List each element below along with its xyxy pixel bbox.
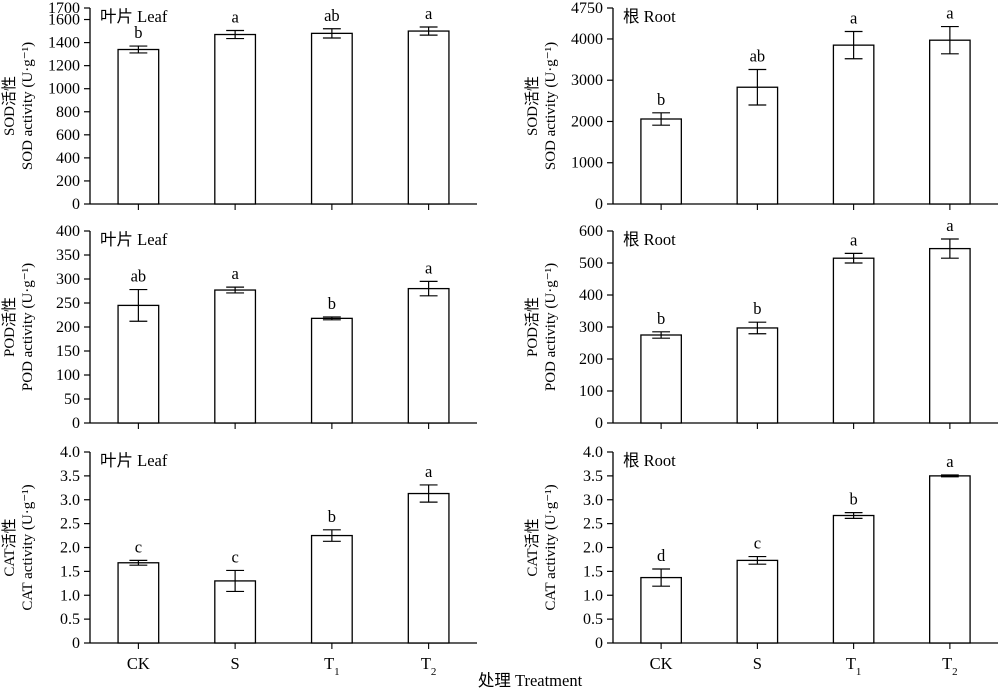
svg-text:c: c [135, 537, 142, 556]
svg-text:1000: 1000 [571, 155, 603, 172]
svg-text:600: 600 [579, 223, 603, 240]
svg-text:4.0: 4.0 [583, 444, 603, 461]
svg-text:0: 0 [72, 196, 80, 213]
svg-text:300: 300 [579, 319, 603, 336]
svg-text:2.0: 2.0 [583, 540, 603, 557]
svg-text:3.0: 3.0 [583, 492, 603, 509]
svg-text:400: 400 [56, 223, 80, 240]
svg-text:1.5: 1.5 [60, 563, 80, 580]
svg-text:SOD activity (U·g⁻¹): SOD activity (U·g⁻¹) [20, 42, 36, 170]
svg-text:b: b [657, 90, 665, 109]
svg-text:b: b [328, 507, 336, 526]
svg-text:100: 100 [56, 367, 80, 384]
svg-text:处理 Treatment: 处理 Treatment [478, 671, 583, 690]
svg-text:2.5: 2.5 [583, 516, 603, 533]
svg-text:0: 0 [595, 196, 603, 213]
svg-text:350: 350 [56, 247, 80, 264]
svg-text:b: b [328, 294, 336, 313]
svg-text:200: 200 [579, 351, 603, 368]
svg-text:CAT活性: CAT活性 [1, 518, 18, 576]
svg-text:0: 0 [72, 635, 80, 652]
svg-text:800: 800 [56, 104, 80, 121]
svg-text:POD活性: POD活性 [524, 297, 541, 357]
svg-text:3.5: 3.5 [60, 468, 80, 485]
svg-text:CK: CK [127, 654, 150, 673]
svg-text:b: b [657, 309, 665, 328]
svg-text:SOD activity (U·g⁻¹): SOD activity (U·g⁻¹) [543, 42, 559, 170]
svg-text:1400: 1400 [48, 35, 80, 52]
svg-text:根 Root: 根 Root [623, 7, 676, 26]
svg-text:1.0: 1.0 [583, 587, 603, 604]
svg-text:1000: 1000 [48, 81, 80, 98]
svg-text:200: 200 [56, 173, 80, 190]
svg-text:a: a [231, 264, 239, 283]
svg-text:POD activity (U·g⁻¹): POD activity (U·g⁻¹) [20, 263, 36, 391]
svg-text:0: 0 [595, 415, 603, 432]
svg-text:b: b [753, 299, 761, 318]
svg-text:叶片 Leaf: 叶片 Leaf [100, 230, 168, 249]
svg-text:300: 300 [56, 271, 80, 288]
svg-text:POD活性: POD活性 [1, 297, 18, 357]
svg-text:200: 200 [56, 319, 80, 336]
svg-text:ab: ab [750, 46, 766, 65]
svg-text:400: 400 [579, 287, 603, 304]
svg-text:c: c [231, 547, 238, 566]
svg-text:2.5: 2.5 [60, 516, 80, 533]
svg-text:600: 600 [56, 127, 80, 144]
svg-text:1.0: 1.0 [60, 587, 80, 604]
svg-text:4750: 4750 [571, 0, 603, 17]
svg-text:50: 50 [64, 391, 80, 408]
svg-text:a: a [231, 7, 239, 26]
svg-text:a: a [425, 462, 433, 481]
svg-text:a: a [425, 4, 433, 23]
svg-text:0: 0 [595, 635, 603, 652]
svg-text:ab: ab [324, 6, 340, 25]
svg-text:150: 150 [56, 343, 80, 360]
svg-text:SOD活性: SOD活性 [524, 76, 541, 136]
svg-text:b: b [849, 490, 857, 509]
svg-text:2.0: 2.0 [60, 540, 80, 557]
svg-text:根 Root: 根 Root [623, 451, 676, 470]
svg-text:a: a [850, 9, 858, 28]
svg-text:4.0: 4.0 [60, 444, 80, 461]
svg-text:2000: 2000 [571, 113, 603, 130]
svg-text:1200: 1200 [48, 58, 80, 75]
svg-text:0: 0 [72, 415, 80, 432]
svg-text:500: 500 [579, 255, 603, 272]
svg-text:3000: 3000 [571, 72, 603, 89]
svg-text:100: 100 [579, 383, 603, 400]
svg-text:0.5: 0.5 [583, 611, 603, 628]
svg-text:CK: CK [650, 654, 673, 673]
svg-text:a: a [850, 230, 858, 249]
svg-text:根 Root: 根 Root [623, 230, 676, 249]
svg-text:3.5: 3.5 [583, 468, 603, 485]
svg-text:1.5: 1.5 [583, 563, 603, 580]
svg-text:d: d [657, 546, 666, 565]
svg-text:1700: 1700 [48, 0, 80, 17]
svg-text:250: 250 [56, 295, 80, 312]
svg-text:4000: 4000 [571, 31, 603, 48]
svg-text:3.0: 3.0 [60, 492, 80, 509]
svg-text:0.5: 0.5 [60, 611, 80, 628]
svg-text:a: a [425, 258, 433, 277]
svg-text:a: a [946, 4, 954, 23]
svg-text:400: 400 [56, 150, 80, 167]
svg-text:叶片 Leaf: 叶片 Leaf [100, 451, 168, 470]
svg-text:ab: ab [131, 267, 147, 286]
svg-text:a: a [946, 216, 954, 235]
svg-text:a: a [946, 452, 954, 471]
svg-text:S: S [231, 654, 240, 673]
svg-text:CAT activity (U·g⁻¹): CAT activity (U·g⁻¹) [543, 484, 559, 610]
svg-text:CAT activity (U·g⁻¹): CAT activity (U·g⁻¹) [20, 484, 36, 610]
svg-text:b: b [134, 23, 142, 42]
svg-text:c: c [754, 534, 761, 553]
svg-text:SOD活性: SOD活性 [1, 76, 18, 136]
svg-text:POD activity (U·g⁻¹): POD activity (U·g⁻¹) [543, 263, 559, 391]
svg-text:CAT活性: CAT活性 [524, 518, 541, 576]
svg-text:S: S [753, 654, 762, 673]
